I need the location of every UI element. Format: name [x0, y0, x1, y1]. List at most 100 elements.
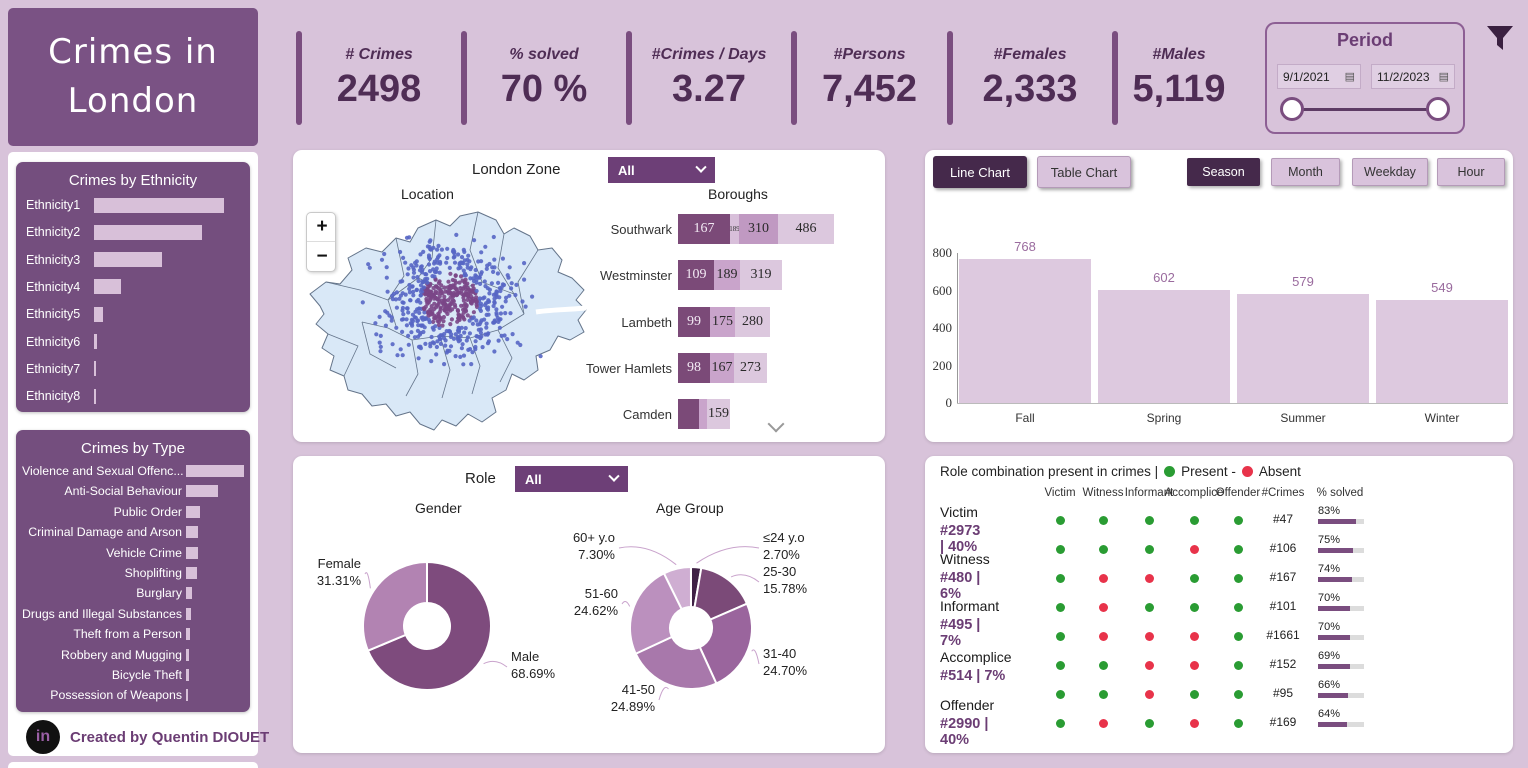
absent-dot[interactable] [1098, 718, 1108, 728]
absent-dot[interactable] [1189, 660, 1199, 670]
type-bar[interactable] [186, 485, 218, 498]
type-bar[interactable] [186, 648, 189, 661]
age-donut-slice[interactable] [662, 565, 692, 611]
present-dot[interactable] [1055, 660, 1065, 670]
borough-bar-segment[interactable] [678, 399, 699, 429]
type-bar[interactable] [186, 689, 188, 702]
ethnicity-bar[interactable] [94, 388, 96, 404]
present-dot[interactable] [1055, 515, 1065, 525]
present-dot[interactable] [1189, 689, 1199, 699]
present-dot[interactable] [1144, 718, 1154, 728]
season-bar[interactable] [1098, 290, 1230, 403]
type-bar[interactable] [186, 669, 189, 681]
borough-bar-segment[interactable]: 319 [740, 260, 782, 290]
present-dot[interactable] [1144, 544, 1154, 554]
absent-dot[interactable] [1144, 660, 1154, 670]
present-dot[interactable] [1233, 718, 1243, 728]
absent-dot[interactable] [1098, 631, 1108, 641]
period-slider-handle-start[interactable] [1280, 97, 1304, 121]
filter-icon[interactable] [1486, 26, 1514, 52]
role-dropdown[interactable]: All [515, 466, 628, 492]
ethnicity-bar[interactable] [94, 252, 162, 268]
borough-bar-segment[interactable] [699, 399, 707, 429]
ethnicity-bar[interactable] [94, 224, 202, 240]
absent-dot[interactable] [1144, 573, 1154, 583]
tab-season[interactable]: Season [1187, 158, 1260, 186]
season-bar[interactable] [1237, 294, 1369, 403]
type-bar[interactable] [186, 628, 190, 641]
present-dot[interactable] [1189, 573, 1199, 583]
type-bar[interactable] [186, 567, 197, 579]
zoom-in-button[interactable]: + [307, 213, 335, 242]
borough-bar-segment[interactable]: 99 [678, 307, 710, 337]
absent-dot[interactable] [1144, 689, 1154, 699]
age-donut-slice[interactable] [698, 602, 753, 685]
london-map[interactable] [300, 198, 588, 440]
present-dot[interactable] [1055, 602, 1065, 612]
present-dot[interactable] [1055, 631, 1065, 641]
view-button-table-chart[interactable]: Table Chart [1037, 156, 1131, 188]
tab-weekday[interactable]: Weekday [1352, 158, 1428, 186]
borough-bar-segment[interactable]: 486 [778, 214, 834, 244]
present-dot[interactable] [1189, 602, 1199, 612]
gender-donut-slice[interactable] [362, 560, 428, 653]
gender-donut-slice[interactable] [366, 560, 492, 691]
tab-hour[interactable]: Hour [1437, 158, 1505, 186]
type-bar[interactable] [186, 546, 198, 559]
present-dot[interactable] [1233, 544, 1243, 554]
season-bar[interactable] [959, 259, 1091, 403]
borough-bar-segment[interactable]: 109 [678, 260, 714, 290]
borough-bar-segment[interactable]: 167 [678, 214, 730, 244]
present-dot[interactable] [1233, 660, 1243, 670]
period-slider-handle-end[interactable] [1426, 97, 1450, 121]
present-dot[interactable] [1055, 573, 1065, 583]
view-button-line-chart[interactable]: Line Chart [933, 156, 1027, 188]
present-dot[interactable] [1098, 660, 1108, 670]
borough-bar-segment[interactable]: 175 [710, 307, 735, 337]
linkedin-icon[interactable]: in [26, 720, 60, 754]
age-donut-slice[interactable] [634, 635, 718, 690]
borough-bar-segment[interactable]: 280 [735, 307, 770, 337]
ethnicity-bar[interactable] [94, 306, 103, 322]
type-bar[interactable] [186, 505, 200, 518]
absent-dot[interactable] [1189, 544, 1199, 554]
tab-month[interactable]: Month [1271, 158, 1340, 186]
present-dot[interactable] [1144, 515, 1154, 525]
type-bar[interactable] [186, 526, 198, 539]
absent-dot[interactable] [1098, 602, 1108, 612]
borough-bar-segment[interactable]: 167 [710, 353, 734, 383]
calendar-icon[interactable]: ▤ [1344, 71, 1355, 83]
absent-dot[interactable] [1098, 573, 1108, 583]
zoom-out-button[interactable]: − [316, 245, 328, 267]
borough-bar-segment[interactable]: 189 [714, 260, 740, 290]
absent-dot[interactable] [1144, 631, 1154, 641]
calendar-icon[interactable]: ▤ [1438, 71, 1449, 83]
present-dot[interactable] [1233, 631, 1243, 641]
present-dot[interactable] [1055, 718, 1065, 728]
absent-dot[interactable] [1189, 718, 1199, 728]
ethnicity-bar[interactable] [94, 361, 96, 377]
borough-bar-segment[interactable]: 189 [729, 214, 740, 244]
present-dot[interactable] [1055, 689, 1065, 699]
absent-dot[interactable] [1189, 631, 1199, 641]
type-bar[interactable] [186, 587, 192, 600]
period-slider-track[interactable] [1291, 108, 1439, 111]
present-dot[interactable] [1055, 544, 1065, 554]
present-dot[interactable] [1233, 515, 1243, 525]
period-start-input[interactable]: 9/1/2021 ▤ [1277, 64, 1361, 89]
zone-dropdown[interactable]: All [608, 157, 715, 183]
present-dot[interactable] [1098, 544, 1108, 554]
type-bar[interactable] [186, 465, 244, 477]
present-dot[interactable] [1233, 602, 1243, 612]
borough-bar-segment[interactable]: 159 [707, 399, 730, 429]
ethnicity-bar[interactable] [94, 334, 97, 349]
borough-bar-segment[interactable]: 98 [678, 353, 710, 383]
present-dot[interactable] [1233, 689, 1243, 699]
ethnicity-bar[interactable] [94, 279, 121, 295]
present-dot[interactable] [1098, 689, 1108, 699]
borough-bar-segment[interactable]: 310 [739, 214, 778, 244]
period-end-input[interactable]: 11/2/2023 ▤ [1371, 64, 1455, 89]
present-dot[interactable] [1144, 602, 1154, 612]
present-dot[interactable] [1098, 515, 1108, 525]
age-donut-slice[interactable] [629, 571, 684, 656]
